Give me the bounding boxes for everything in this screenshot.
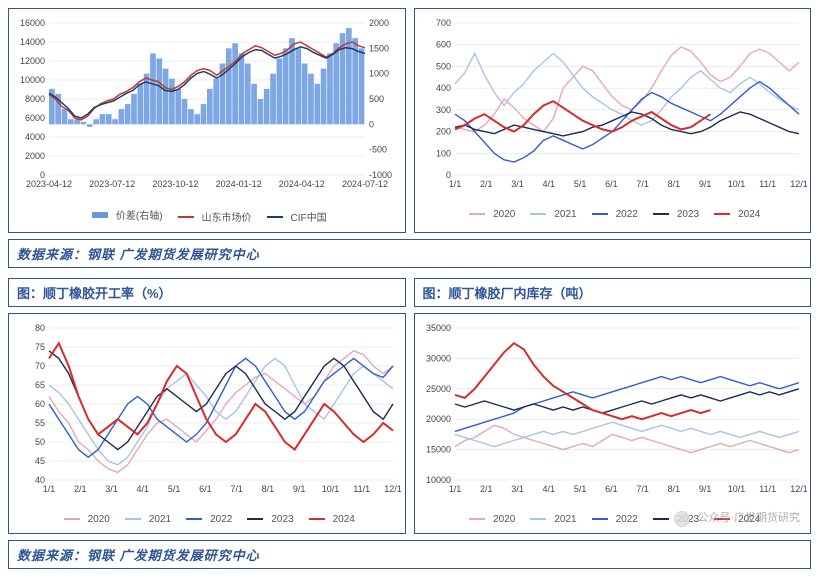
svg-text:11/1: 11/1 <box>759 484 776 494</box>
svg-text:3/1: 3/1 <box>105 484 118 494</box>
svg-text:80: 80 <box>35 323 45 333</box>
svg-text:2000: 2000 <box>369 18 389 28</box>
source-1: 数据来源：钢联 广发期货发展研究中心 <box>8 239 811 268</box>
svg-text:14000: 14000 <box>20 37 45 47</box>
svg-text:9/1: 9/1 <box>698 484 711 494</box>
svg-text:5/1: 5/1 <box>168 484 181 494</box>
svg-text:5/1: 5/1 <box>573 179 586 189</box>
row-2-titles: 图：顺丁橡胶开工率（%） 图：顺丁橡胶厂内库存（吨） <box>8 278 811 307</box>
svg-text:2000: 2000 <box>25 151 45 161</box>
svg-text:2024-04-12: 2024-04-12 <box>279 179 325 189</box>
svg-text:2/1: 2/1 <box>480 179 493 189</box>
svg-text:0: 0 <box>369 119 374 129</box>
svg-text:30000: 30000 <box>425 353 450 363</box>
svg-text:4/1: 4/1 <box>137 484 150 494</box>
svg-text:16000: 16000 <box>20 18 45 28</box>
svg-text:2023-04-12: 2023-04-12 <box>26 179 72 189</box>
svg-text:9/1: 9/1 <box>698 179 711 189</box>
panel-top-left: 0200040006000800010000120001400016000-10… <box>8 8 406 233</box>
source-2: 数据来源：钢联 广发期货发展研究中心 <box>8 540 811 569</box>
legend-tl: 价差(右轴)山东市场价CIF中国 <box>11 205 403 228</box>
svg-text:2023-07-12: 2023-07-12 <box>89 179 135 189</box>
svg-text:8/1: 8/1 <box>667 484 680 494</box>
svg-text:2/1: 2/1 <box>480 484 493 494</box>
panel-bottom-right: 10000 15000 20000 25000 30000 35000 1/1 2/1 3/1 4… <box>414 313 812 534</box>
chart-tr: 01002003004005006007001/12/13/14/15/16/1… <box>415 9 811 228</box>
svg-text:-500: -500 <box>369 145 387 155</box>
svg-text:10000: 10000 <box>425 475 450 485</box>
svg-text:12/1: 12/1 <box>790 179 807 189</box>
svg-text:50: 50 <box>35 437 45 447</box>
svg-text:2024-01-12: 2024-01-12 <box>216 179 262 189</box>
svg-text:600: 600 <box>435 40 450 50</box>
svg-text:4/1: 4/1 <box>542 484 555 494</box>
svg-text:500: 500 <box>435 61 450 71</box>
svg-text:15000: 15000 <box>425 445 450 455</box>
watermark-icon <box>674 511 690 527</box>
svg-text:100: 100 <box>435 148 450 158</box>
chart-bl: 4045505560657075801/12/13/14/15/16/17/18… <box>9 314 405 533</box>
svg-text:6000: 6000 <box>25 113 45 123</box>
chart-br: 10000 15000 20000 25000 30000 35000 1/1 2/1 3/1 4… <box>415 314 811 533</box>
svg-text:70: 70 <box>35 361 45 371</box>
legend-bl: 20202021202220232024 <box>11 510 403 529</box>
svg-text:35000: 35000 <box>425 323 450 333</box>
svg-text:8/1: 8/1 <box>667 179 680 189</box>
svg-text:6/1: 6/1 <box>605 484 618 494</box>
svg-text:5/1: 5/1 <box>573 484 586 494</box>
svg-text:25000: 25000 <box>425 384 450 394</box>
svg-text:400: 400 <box>435 83 450 93</box>
svg-text:12000: 12000 <box>20 56 45 66</box>
svg-text:7/1: 7/1 <box>636 179 649 189</box>
svg-text:7/1: 7/1 <box>230 484 243 494</box>
svg-text:3/1: 3/1 <box>511 179 524 189</box>
svg-text:75: 75 <box>35 342 45 352</box>
svg-text:7/1: 7/1 <box>636 484 649 494</box>
svg-text:2/1: 2/1 <box>74 484 87 494</box>
legend-tr: 20202021202220232024 <box>417 205 809 224</box>
svg-text:8000: 8000 <box>25 94 45 104</box>
row-2: 4045505560657075801/12/13/14/15/16/17/18… <box>8 313 811 534</box>
svg-text:11/1: 11/1 <box>759 179 776 189</box>
svg-text:10000: 10000 <box>20 75 45 85</box>
svg-text:20000: 20000 <box>425 414 450 424</box>
svg-text:1/1: 1/1 <box>448 484 461 494</box>
svg-text:45: 45 <box>35 456 45 466</box>
svg-text:65: 65 <box>35 380 45 390</box>
svg-text:500: 500 <box>369 94 384 104</box>
svg-text:10/1: 10/1 <box>727 484 745 494</box>
svg-text:60: 60 <box>35 399 45 409</box>
svg-text:4/1: 4/1 <box>542 179 555 189</box>
row-1: 0200040006000800010000120001400016000-10… <box>8 8 811 233</box>
svg-text:6/1: 6/1 <box>605 179 618 189</box>
svg-text:300: 300 <box>435 105 450 115</box>
svg-text:55: 55 <box>35 418 45 428</box>
svg-text:2023-10-12: 2023-10-12 <box>152 179 198 189</box>
watermark-text: 公众号·广发期货研究 <box>697 512 800 524</box>
svg-text:8/1: 8/1 <box>262 484 275 494</box>
svg-text:10/1: 10/1 <box>322 484 340 494</box>
svg-text:700: 700 <box>435 18 450 28</box>
svg-text:12/1: 12/1 <box>384 484 401 494</box>
svg-text:4000: 4000 <box>25 132 45 142</box>
svg-text:1/1: 1/1 <box>448 179 461 189</box>
svg-text:9/1: 9/1 <box>293 484 306 494</box>
svg-text:1000: 1000 <box>369 69 389 79</box>
svg-text:2024-07-12: 2024-07-12 <box>342 179 388 189</box>
svg-text:3/1: 3/1 <box>511 484 524 494</box>
svg-text:11/1: 11/1 <box>353 484 370 494</box>
title-bl: 图：顺丁橡胶开工率（%） <box>8 278 406 307</box>
svg-text:1500: 1500 <box>369 43 389 53</box>
svg-text:1/1: 1/1 <box>43 484 56 494</box>
chart-tl: 0200040006000800010000120001400016000-10… <box>9 9 405 232</box>
panel-bottom-left: 4045505560657075801/12/13/14/15/16/17/18… <box>8 313 406 534</box>
title-br: 图：顺丁橡胶厂内库存（吨） <box>414 278 812 307</box>
panel-top-right: 01002003004005006007001/12/13/14/15/16/1… <box>414 8 812 233</box>
svg-text:10/1: 10/1 <box>727 179 745 189</box>
watermark: 公众号·广发期货研究 <box>674 509 800 526</box>
svg-text:12/1: 12/1 <box>790 484 807 494</box>
svg-text:6/1: 6/1 <box>199 484 212 494</box>
svg-text:200: 200 <box>435 127 450 137</box>
